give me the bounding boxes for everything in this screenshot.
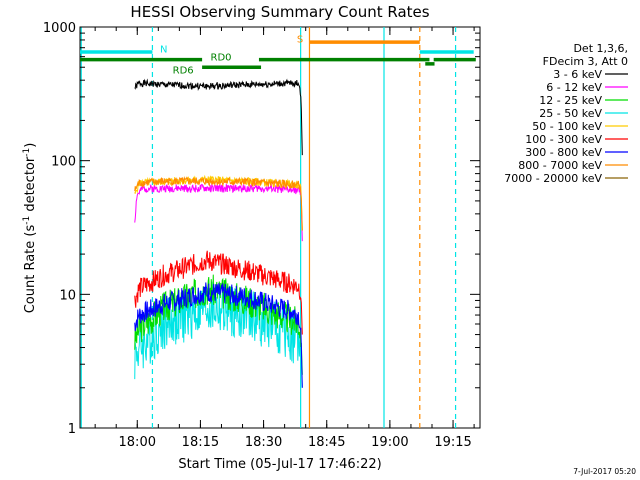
chart-title: HESSI Observing Summary Count Rates: [130, 3, 429, 21]
plot-frame: [79, 26, 481, 429]
series-line-3-6-kev: [134, 78, 303, 156]
flag-label-rd6: RD6: [173, 66, 194, 77]
y-tick-label-3: 1000: [43, 21, 76, 36]
x-tick-label-1: 18:15: [182, 435, 219, 450]
series-line-100-300-kev: [134, 250, 303, 335]
legend-label-0: 3 - 6 keV: [553, 68, 602, 81]
plot-area: N S RD0 RD6: [79, 26, 481, 429]
x-tick-label-2: 18:30: [245, 435, 282, 450]
legend-label-1: 6 - 12 keV: [546, 81, 602, 94]
series-line-800-7000-kev: [134, 175, 303, 231]
legend-label-8: 7000 - 20000 keV: [504, 172, 602, 185]
legend-label-2: 12 - 25 keV: [539, 94, 602, 107]
y-axis-label-sup2: -1: [22, 148, 32, 157]
y-tick-label-2: 100: [51, 155, 76, 170]
x-tick-label-0: 18:00: [119, 435, 156, 450]
legend-header-2: FDecim 3, Att 0: [543, 55, 628, 68]
y-axis-label-part2: detector: [23, 156, 38, 216]
y-axis-label-part3: ): [23, 143, 38, 148]
y-axis-label: Count Rate (s-1 detector-1): [22, 143, 38, 314]
x-tick-label-5: 19:15: [434, 435, 471, 450]
legend-label-5: 100 - 300 keV: [525, 133, 602, 146]
flag-label-s: S: [297, 35, 303, 46]
legend-label-7: 800 - 7000 keV: [518, 159, 602, 172]
legend-header-1: Det 1,3,6,: [573, 42, 628, 55]
flag-label-rd0: RD0: [211, 53, 232, 64]
x-axis: 18:00 18:15 18:30 18:45 19:00 19:15: [94, 27, 475, 450]
series-line-6-12-kev: [134, 182, 303, 242]
legend-label-4: 50 - 100 keV: [532, 120, 602, 133]
series-line-25-50-kev: [134, 281, 303, 388]
y-axis-label-sup1: -1: [22, 216, 32, 225]
y-axis: 1 10 100 1000: [43, 21, 480, 437]
legend-label-3: 25 - 50 keV: [539, 107, 602, 120]
series-line-50-100-kev: [134, 174, 303, 231]
x-tick-label-4: 19:00: [371, 435, 408, 450]
y-tick-label-0: 1: [68, 422, 76, 437]
y-tick-label-1: 10: [59, 288, 76, 303]
x-tick-label-3: 18:45: [308, 435, 345, 450]
flag-label-n: N: [160, 45, 167, 56]
y-axis-label-part1: Count Rate (s: [23, 225, 38, 314]
series-line-300-800-kev: [134, 282, 303, 388]
footer-date: 7-Jul-2017 05:20: [573, 467, 636, 476]
x-axis-label: Start Time (05-Jul-17 17:46:22): [178, 457, 381, 472]
legend-label-6: 300 - 800 keV: [525, 146, 602, 159]
